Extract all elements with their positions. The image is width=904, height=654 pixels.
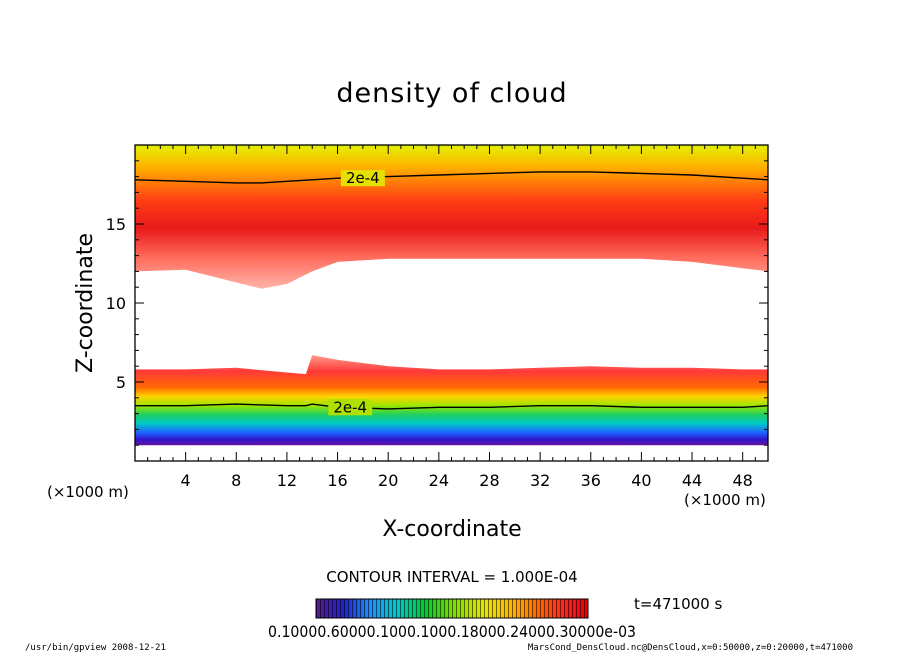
y-tick-label: 10 [106,294,126,313]
x-tick-label: 24 [429,471,449,490]
footer-left: /usr/bin/gpview 2008-12-21 [25,643,166,653]
x-tick-label: 4 [181,471,191,490]
colorbar-tick-labels: 0.10000.60000.1000.1000.18000.24000.3000… [268,622,636,641]
footer-right: MarsCond_DensCloud.nc@DensCloud,x=0:5000… [528,643,853,653]
contour-label-upper-bg [340,170,385,187]
contour-line-upper [135,171,768,184]
upper-cloud-field [135,145,768,289]
chart-title: density of cloud [336,78,567,109]
contour-line-lower [135,403,768,410]
x-tick-label: 20 [378,471,398,490]
contour-label-lower: 2e-4 [333,398,367,416]
time-label: t=471000 s [634,595,722,613]
x-tick-label: 44 [682,471,702,490]
x-tick-labels: 4 8 12 16 20 24 28 32 36 40 44 48 [181,471,753,490]
plot-area: 2e-4 2e-4 [135,145,768,446]
x-unit-right: (×1000 m) [684,491,766,509]
colorbar-ticks [316,599,588,618]
x-tick-label: 40 [631,471,651,490]
x-tick-label: 16 [327,471,347,490]
y-axis-label: Z-coordinate [73,233,98,373]
x-unit-left: (×1000 m) [47,483,129,501]
contour-interval: CONTOUR INTERVAL = 1.000E-04 [326,568,577,586]
x-axis-label: X-coordinate [382,517,521,542]
y-tick-label: 15 [106,215,126,234]
y-tick-label: 5 [116,373,126,392]
x-tick-label: 48 [733,471,753,490]
x-tick-label: 12 [277,471,297,490]
x-tick-label: 36 [581,471,601,490]
x-tick-label: 32 [530,471,550,490]
contour-label-lower-bg [328,399,373,416]
axis-ticks [135,145,768,461]
x-tick-label: 28 [479,471,499,490]
contour-label-upper: 2e-4 [346,169,380,187]
y-tick-labels: 5 10 15 [106,215,126,392]
x-tick-label: 8 [231,471,241,490]
lower-cloud-field [135,355,768,446]
